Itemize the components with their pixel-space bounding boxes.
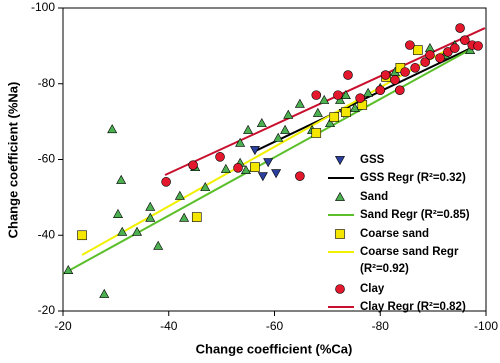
point (107, 124, 118, 134)
legend-marker (334, 191, 346, 201)
point (400, 67, 410, 77)
point (450, 43, 460, 53)
point (280, 124, 291, 134)
point (410, 63, 420, 73)
point (405, 40, 415, 50)
point (63, 264, 74, 274)
point (179, 212, 190, 222)
x-tick-label: -60 (266, 319, 284, 333)
point (200, 182, 211, 192)
point (215, 152, 225, 162)
legend-marker (334, 156, 346, 166)
point (473, 41, 483, 51)
point (116, 174, 127, 184)
point (161, 177, 171, 187)
x-axis-label: Change coefficient (%Ca) (196, 341, 353, 356)
point (220, 163, 231, 173)
point (329, 112, 340, 122)
y-tick-label: -20 (38, 303, 56, 317)
legend-label: Sand Regr (R²=0.85) (360, 209, 470, 221)
point (325, 118, 336, 128)
point (341, 107, 351, 117)
legend-label: Clay (360, 283, 385, 295)
point (191, 212, 202, 222)
point (99, 288, 110, 298)
point (243, 124, 254, 134)
point (333, 90, 343, 100)
legend-label: GSS Regr (R²=0.32) (360, 172, 466, 184)
legend-marker (335, 284, 345, 294)
y-tick-label: -40 (38, 227, 56, 241)
point (145, 212, 156, 222)
point (311, 90, 322, 100)
point (153, 240, 164, 250)
point (380, 70, 391, 80)
point (435, 53, 445, 63)
point (188, 160, 198, 170)
legend-label: Coarse sand Regr (360, 246, 459, 258)
regression-line (81, 47, 451, 256)
point (390, 75, 400, 85)
point (250, 162, 260, 172)
point (132, 226, 143, 236)
point (77, 230, 87, 241)
legend-label: (R²=0.92) (360, 263, 409, 275)
point (349, 102, 360, 112)
point (271, 169, 282, 179)
point (395, 85, 405, 95)
point (273, 132, 284, 142)
y-tick-label: -100 (31, 0, 55, 14)
x-tick-label: -80 (372, 319, 390, 333)
point (340, 89, 351, 100)
legend-label: GSS (360, 154, 385, 166)
point (343, 70, 353, 80)
point (355, 93, 365, 103)
point (117, 226, 128, 236)
point (145, 201, 156, 211)
y-tick-label: -80 (38, 76, 56, 90)
x-tick-label: -100 (474, 319, 498, 333)
y-axis-label: Change coefficient (%Na) (5, 82, 20, 239)
point (249, 146, 260, 156)
point (294, 98, 305, 108)
legend-marker (335, 229, 345, 239)
y-tick-label: -60 (38, 152, 56, 166)
point (312, 107, 323, 117)
point (235, 137, 246, 147)
point (412, 45, 423, 55)
legend-label: Coarse sand (360, 228, 429, 240)
point (363, 87, 374, 97)
point (375, 85, 386, 95)
point (174, 190, 185, 200)
point (295, 171, 305, 181)
x-tick-label: -20 (54, 319, 72, 333)
legend-label: Clay Regr (R²=0.82) (360, 301, 466, 313)
point (460, 35, 470, 45)
point (420, 57, 430, 67)
point (256, 118, 267, 128)
point (240, 164, 251, 175)
point (283, 109, 294, 119)
point (263, 158, 274, 168)
point (233, 163, 243, 173)
legend-label: Sand (360, 191, 388, 203)
point (319, 94, 330, 104)
point (311, 128, 322, 138)
point (257, 172, 268, 182)
x-tick-label: -40 (160, 319, 178, 333)
point (112, 208, 123, 218)
point (425, 50, 435, 60)
point (455, 23, 465, 33)
